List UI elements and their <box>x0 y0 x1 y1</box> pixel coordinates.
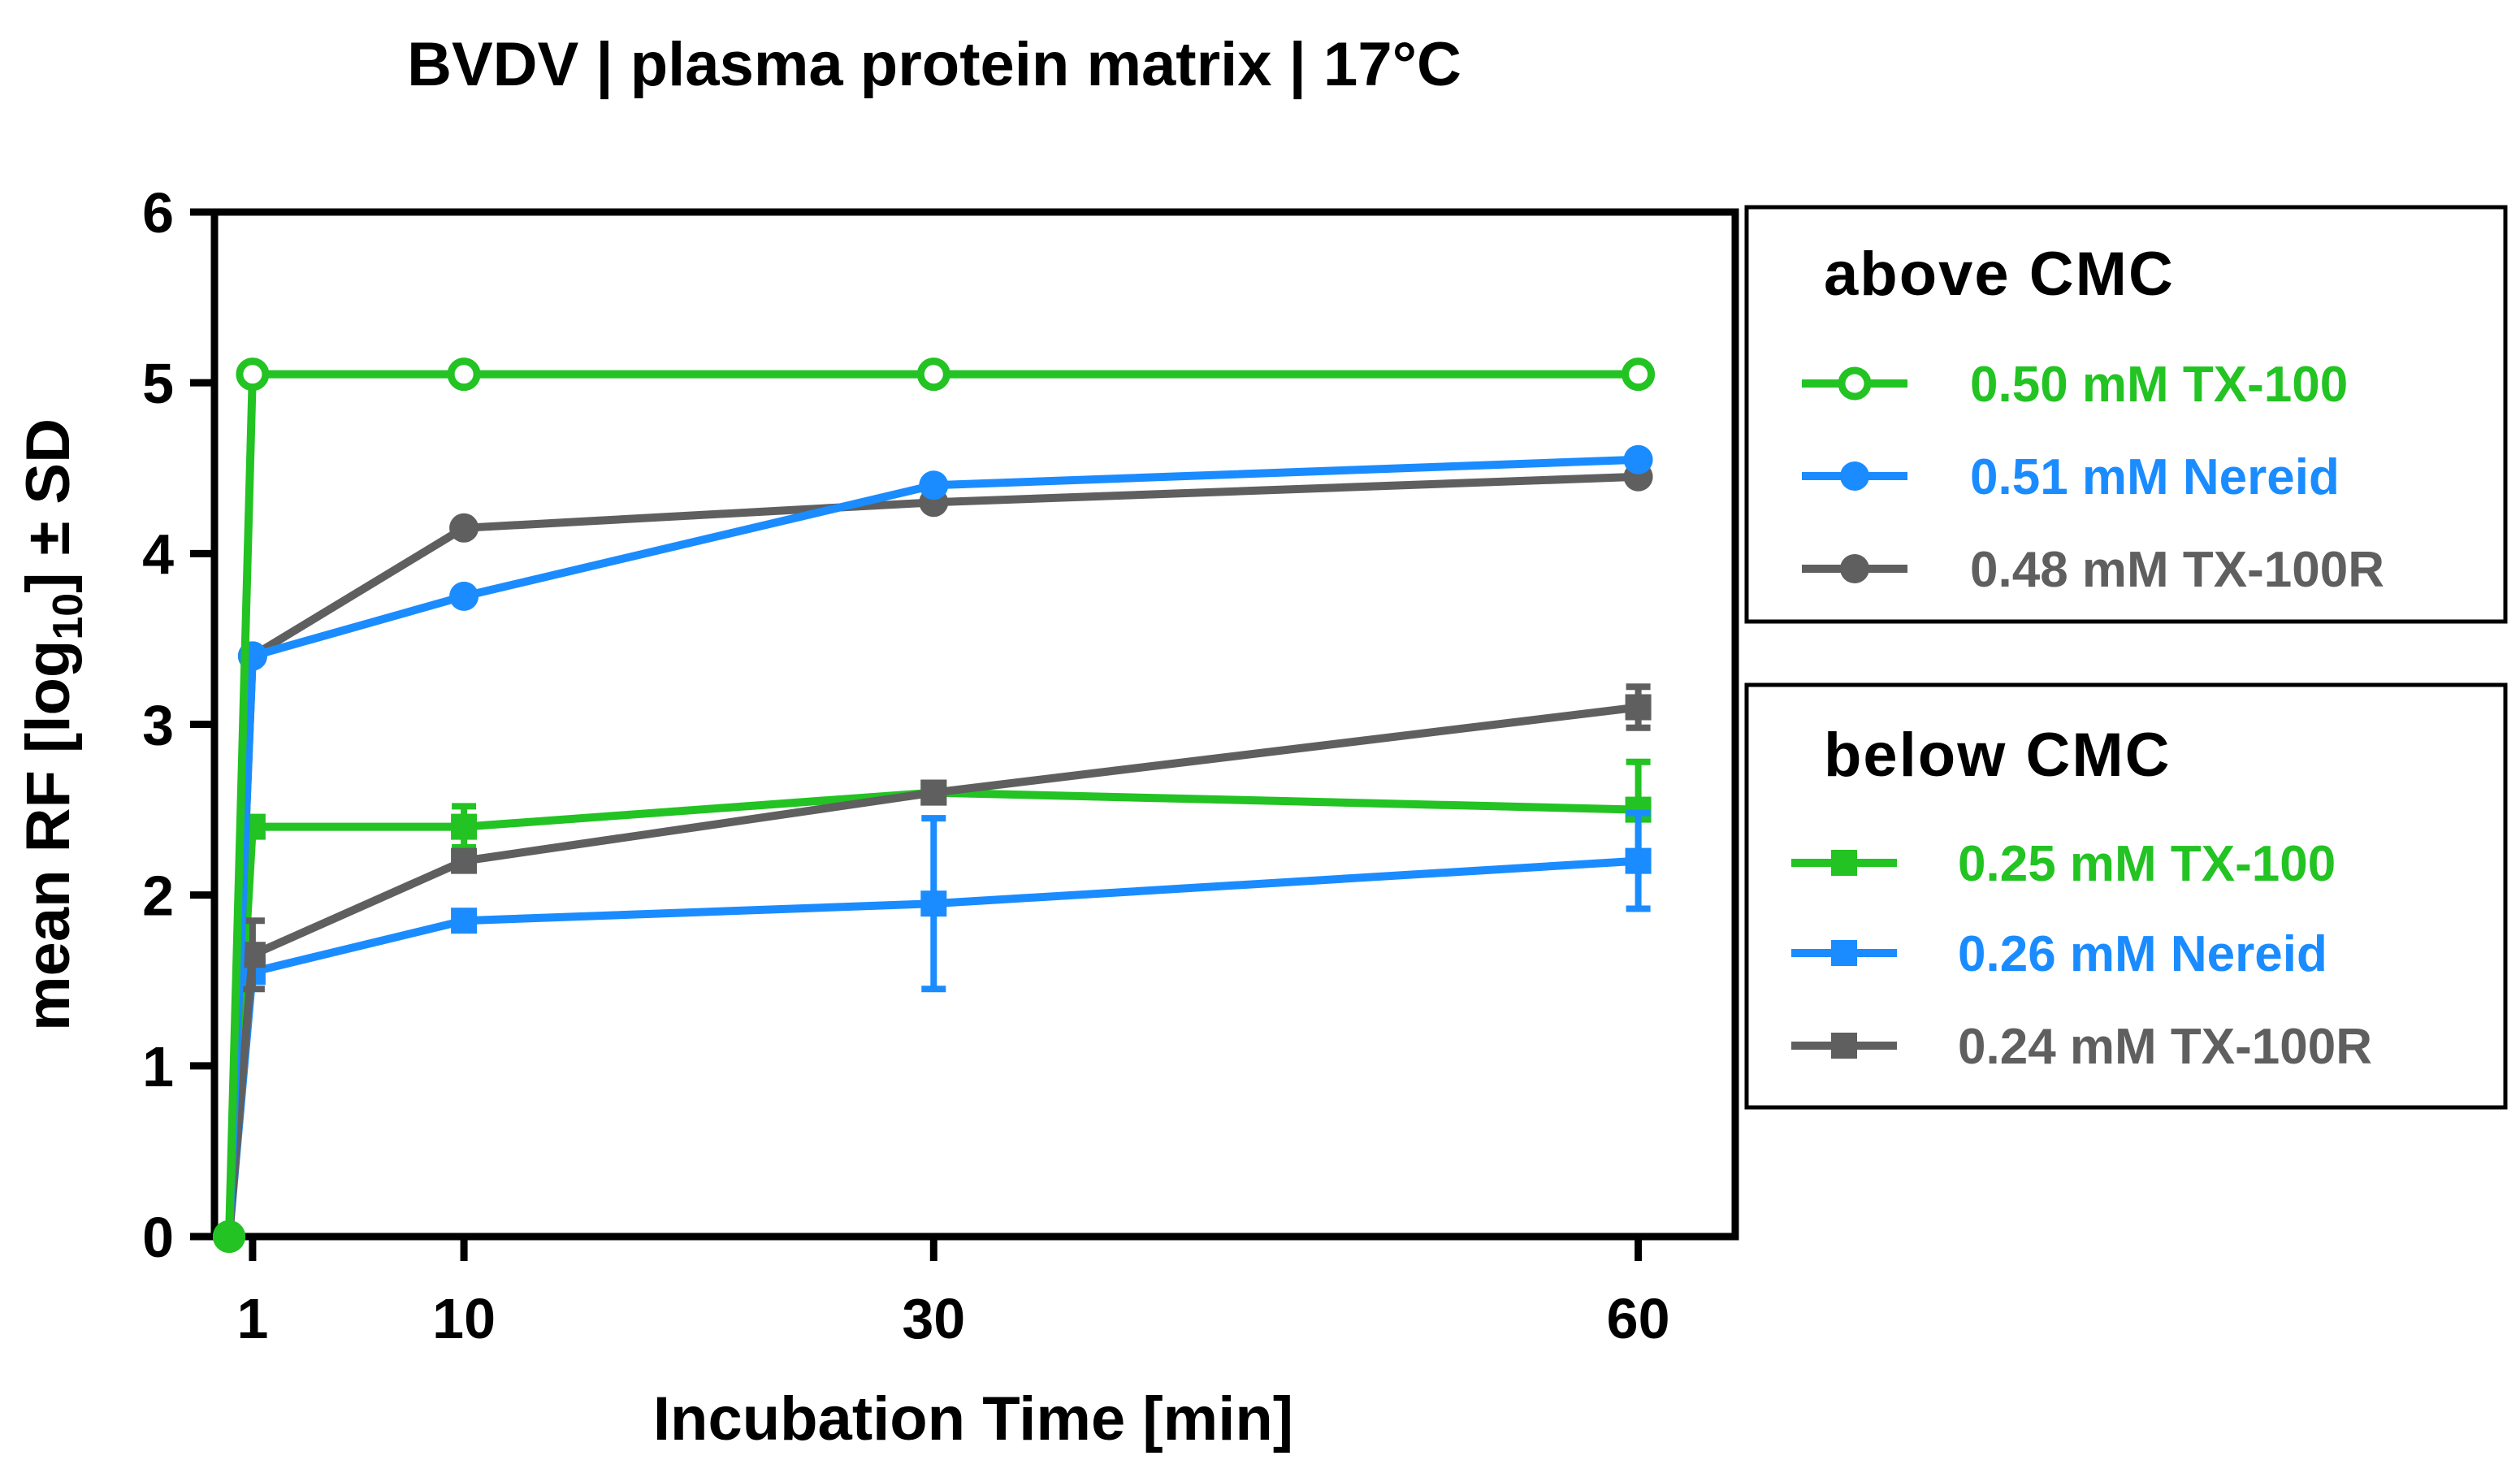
data-point <box>920 779 947 806</box>
data-point <box>1625 694 1652 721</box>
legend-entry-label: 0.24 mM TX-100R <box>1958 1019 2372 1075</box>
y-tick-label: 4 <box>142 522 174 586</box>
x-axis-label: Incubation Time [min] <box>653 1384 1293 1454</box>
data-point <box>449 513 479 543</box>
chart-title: BVDV | plasma protein matrix | 17°C <box>407 30 1461 100</box>
legend-entry-label: 0.50 mM TX-100 <box>1970 357 2348 413</box>
legend-frame <box>1744 205 2508 624</box>
legend-box-above-cmc: above CMC 0.50 mM TX-100 0.51 mM Nereid 0.4… <box>1744 205 2508 624</box>
x-tick-label: 60 <box>1607 1287 1670 1350</box>
y-tick-label: 0 <box>142 1206 174 1269</box>
data-point <box>1622 357 1656 392</box>
legend-entry-label: 0.26 mM Nereid <box>1958 926 2327 982</box>
legend: above CMC 0.50 mM TX-100 0.51 mM Nereid 0.4… <box>1744 205 2508 1110</box>
legend-box-below-cmc: below CMC 0.25 mM TX-100 0.26 mM Nereid 0.2… <box>1744 682 2508 1110</box>
data-point <box>451 813 478 840</box>
data-point <box>1623 444 1653 474</box>
data-point <box>1625 847 1652 874</box>
data-point <box>449 581 479 611</box>
data-point <box>920 890 947 917</box>
data-point <box>916 357 950 392</box>
legend-swatch-marker <box>1838 366 1872 401</box>
y-tick-label: 2 <box>142 864 174 928</box>
data-point <box>447 357 481 392</box>
legend-title: above CMC <box>1824 240 2175 309</box>
data-point <box>236 357 270 392</box>
y-tick-label: 6 <box>142 181 174 245</box>
data-point <box>213 1220 245 1253</box>
data-point <box>451 847 478 874</box>
x-tick-label: 30 <box>902 1287 965 1350</box>
legend-swatch-marker <box>1840 461 1869 491</box>
legend-swatch-marker <box>1840 554 1869 583</box>
series-0-50-mm-tx-100 <box>213 357 1656 1253</box>
y-tick-label: 3 <box>142 694 174 757</box>
legend-frame <box>1744 682 2508 1110</box>
y-axis-label: mean RF [log10] ± SD <box>14 418 92 1031</box>
legend-entry-label: 0.25 mM TX-100 <box>1958 836 2336 892</box>
y-tick-label: 5 <box>142 352 174 415</box>
legend-swatch-marker <box>1831 1033 1857 1059</box>
legend-entry-label: 0.48 mM TX-100R <box>1970 542 2384 598</box>
y-tick-label: 1 <box>142 1035 174 1098</box>
x-tick-label: 10 <box>432 1287 496 1350</box>
legend-swatch-marker <box>1831 940 1857 966</box>
legend-title: below CMC <box>1824 721 2171 790</box>
x-tick-label: 1 <box>236 1287 268 1350</box>
series-layer <box>213 357 1656 1253</box>
data-point <box>919 470 949 500</box>
legend-swatch-marker <box>1831 850 1857 876</box>
data-point <box>451 908 478 934</box>
legend-entry-label: 0.51 mM Nereid <box>1970 449 2340 505</box>
